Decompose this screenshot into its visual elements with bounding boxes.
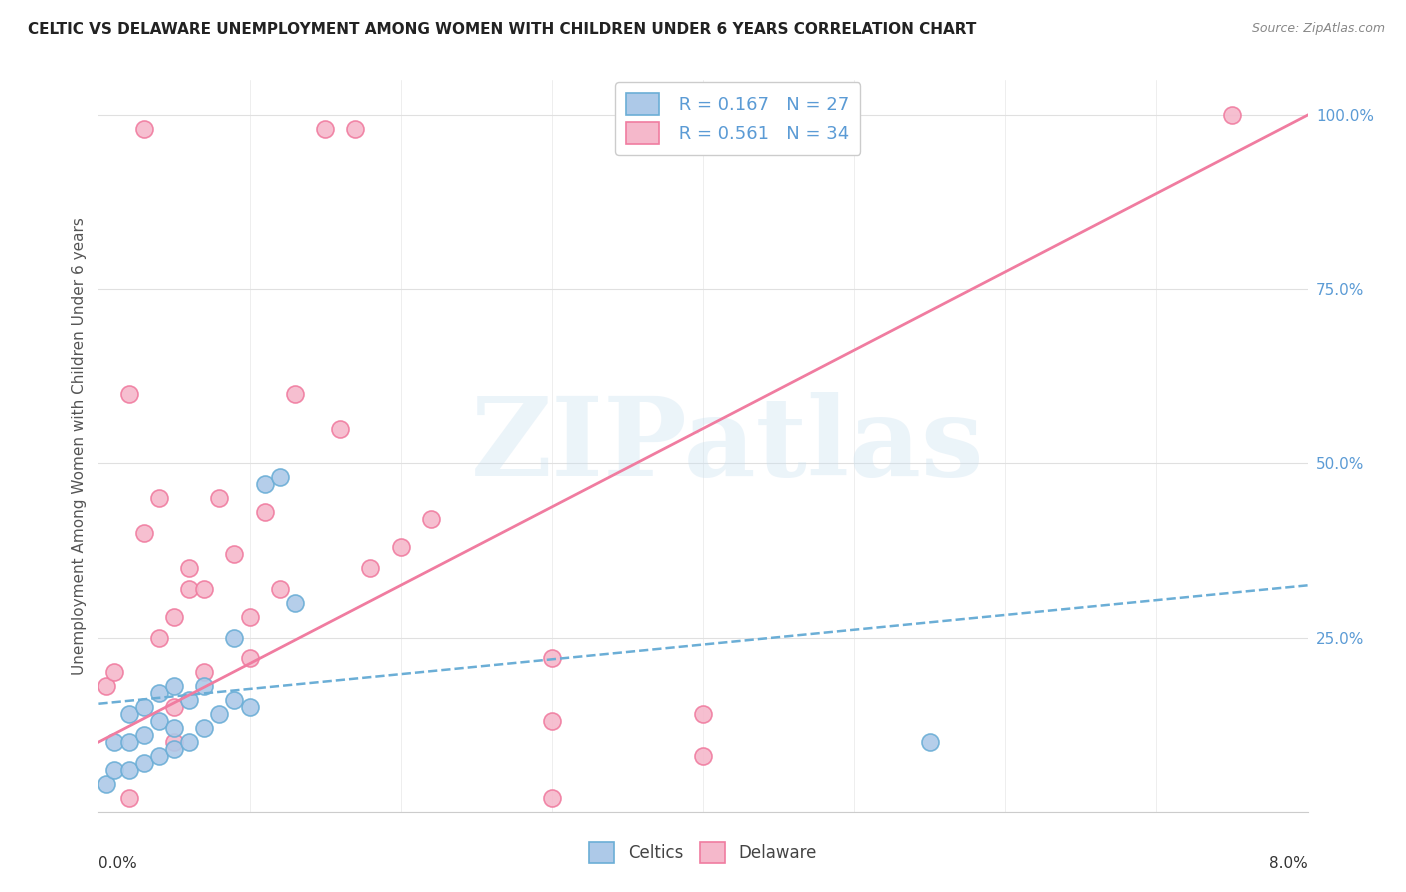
Point <box>692 749 714 764</box>
Text: 8.0%: 8.0% <box>1268 855 1308 871</box>
Point <box>1220 108 1243 122</box>
Point <box>103 763 125 777</box>
Point <box>540 714 562 728</box>
Point <box>179 582 201 596</box>
Point <box>148 631 170 645</box>
Point <box>163 609 186 624</box>
Point <box>239 609 262 624</box>
Point <box>132 700 155 714</box>
Point <box>148 686 170 700</box>
Point <box>284 386 307 401</box>
Point <box>389 540 412 554</box>
Point <box>132 728 155 742</box>
Point <box>132 122 155 136</box>
Point <box>148 749 170 764</box>
Point <box>179 561 201 575</box>
Point <box>420 512 443 526</box>
Point <box>918 735 941 749</box>
Point <box>692 707 714 722</box>
Text: Source: ZipAtlas.com: Source: ZipAtlas.com <box>1251 22 1385 36</box>
Point <box>208 491 231 506</box>
Point <box>103 665 125 680</box>
Point <box>163 721 186 735</box>
Point <box>253 477 276 491</box>
Point <box>193 679 215 693</box>
Point <box>163 742 186 756</box>
Point <box>239 700 262 714</box>
Point <box>360 561 382 575</box>
Point <box>132 526 155 541</box>
Legend: Celtics, Delaware: Celtics, Delaware <box>583 836 823 869</box>
Text: 0.0%: 0.0% <box>98 855 138 871</box>
Point <box>132 756 155 770</box>
Point <box>253 505 276 519</box>
Point <box>284 596 307 610</box>
Point <box>118 707 141 722</box>
Point <box>118 763 141 777</box>
Point <box>118 386 141 401</box>
Point <box>163 735 186 749</box>
Point <box>148 491 170 506</box>
Point <box>94 679 117 693</box>
Point <box>344 122 367 136</box>
Point <box>163 700 186 714</box>
Point <box>329 421 352 435</box>
Point <box>179 693 201 707</box>
Point <box>193 582 215 596</box>
Y-axis label: Unemployment Among Women with Children Under 6 years: Unemployment Among Women with Children U… <box>72 217 87 675</box>
Point <box>540 651 562 665</box>
Point <box>94 777 117 791</box>
Point <box>163 679 186 693</box>
Point <box>269 470 291 484</box>
Point <box>540 790 562 805</box>
Point <box>148 714 170 728</box>
Text: CELTIC VS DELAWARE UNEMPLOYMENT AMONG WOMEN WITH CHILDREN UNDER 6 YEARS CORRELAT: CELTIC VS DELAWARE UNEMPLOYMENT AMONG WO… <box>28 22 977 37</box>
Point <box>193 665 215 680</box>
Point <box>193 721 215 735</box>
Point <box>179 735 201 749</box>
Point <box>224 547 246 561</box>
Point <box>118 735 141 749</box>
Point <box>224 693 246 707</box>
Point <box>239 651 262 665</box>
Point <box>269 582 291 596</box>
Point <box>118 790 141 805</box>
Text: ZIPatlas: ZIPatlas <box>471 392 984 500</box>
Point <box>224 631 246 645</box>
Point <box>208 707 231 722</box>
Point <box>314 122 336 136</box>
Point <box>103 735 125 749</box>
